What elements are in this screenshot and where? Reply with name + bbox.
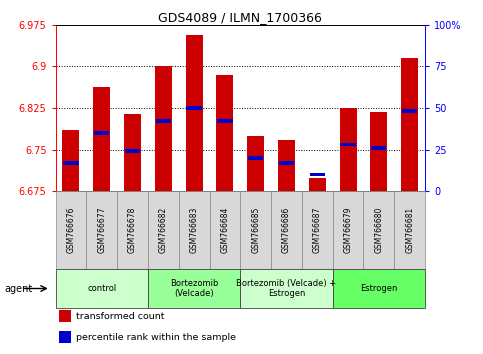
- FancyBboxPatch shape: [333, 269, 425, 308]
- Title: GDS4089 / ILMN_1700366: GDS4089 / ILMN_1700366: [158, 11, 322, 24]
- Bar: [185, 35, 202, 191]
- Text: GSM766678: GSM766678: [128, 207, 137, 253]
- FancyBboxPatch shape: [302, 191, 333, 269]
- Text: GSM766680: GSM766680: [374, 207, 384, 253]
- Text: percentile rank within the sample: percentile rank within the sample: [76, 333, 236, 342]
- Text: GSM766683: GSM766683: [190, 207, 199, 253]
- Bar: [309, 178, 326, 191]
- Bar: [155, 66, 172, 191]
- FancyBboxPatch shape: [364, 191, 394, 269]
- FancyBboxPatch shape: [240, 191, 271, 269]
- Bar: [341, 143, 355, 147]
- Text: Bortezomib
(Velcade): Bortezomib (Velcade): [170, 279, 218, 298]
- Text: GSM766677: GSM766677: [97, 207, 106, 253]
- Bar: [278, 139, 295, 191]
- FancyBboxPatch shape: [117, 191, 148, 269]
- Text: Bortezomib (Velcade) +
Estrogen: Bortezomib (Velcade) + Estrogen: [236, 279, 337, 298]
- Text: GSM766681: GSM766681: [405, 207, 414, 253]
- Bar: [59, 310, 71, 322]
- Text: GSM766687: GSM766687: [313, 207, 322, 253]
- FancyBboxPatch shape: [56, 191, 86, 269]
- FancyBboxPatch shape: [210, 191, 240, 269]
- Bar: [125, 149, 140, 153]
- Bar: [248, 156, 263, 160]
- Bar: [340, 108, 356, 191]
- FancyBboxPatch shape: [271, 191, 302, 269]
- Text: control: control: [87, 284, 116, 293]
- Bar: [371, 146, 386, 150]
- Text: GSM766686: GSM766686: [282, 207, 291, 253]
- Bar: [401, 57, 418, 191]
- Bar: [370, 112, 387, 191]
- FancyBboxPatch shape: [148, 269, 240, 308]
- FancyBboxPatch shape: [56, 269, 148, 308]
- Bar: [93, 87, 110, 191]
- FancyBboxPatch shape: [86, 191, 117, 269]
- Bar: [402, 109, 417, 113]
- FancyBboxPatch shape: [179, 191, 210, 269]
- Bar: [156, 119, 171, 123]
- Bar: [216, 75, 233, 191]
- Text: GSM766682: GSM766682: [159, 207, 168, 253]
- Text: GSM766679: GSM766679: [343, 207, 353, 253]
- Bar: [63, 161, 79, 165]
- Bar: [186, 106, 202, 110]
- Bar: [59, 331, 71, 343]
- Text: GSM766676: GSM766676: [67, 207, 75, 253]
- FancyBboxPatch shape: [148, 191, 179, 269]
- Bar: [279, 161, 294, 165]
- Text: transformed count: transformed count: [76, 312, 164, 321]
- FancyBboxPatch shape: [394, 191, 425, 269]
- FancyBboxPatch shape: [240, 269, 333, 308]
- Bar: [310, 173, 325, 176]
- Text: GSM766684: GSM766684: [220, 207, 229, 253]
- Bar: [247, 136, 264, 191]
- Bar: [94, 131, 109, 135]
- Text: agent: agent: [5, 284, 33, 293]
- Bar: [217, 119, 232, 123]
- Bar: [124, 114, 141, 191]
- Text: GSM766685: GSM766685: [251, 207, 260, 253]
- Text: Estrogen: Estrogen: [360, 284, 398, 293]
- FancyBboxPatch shape: [333, 191, 364, 269]
- Bar: [62, 130, 79, 191]
